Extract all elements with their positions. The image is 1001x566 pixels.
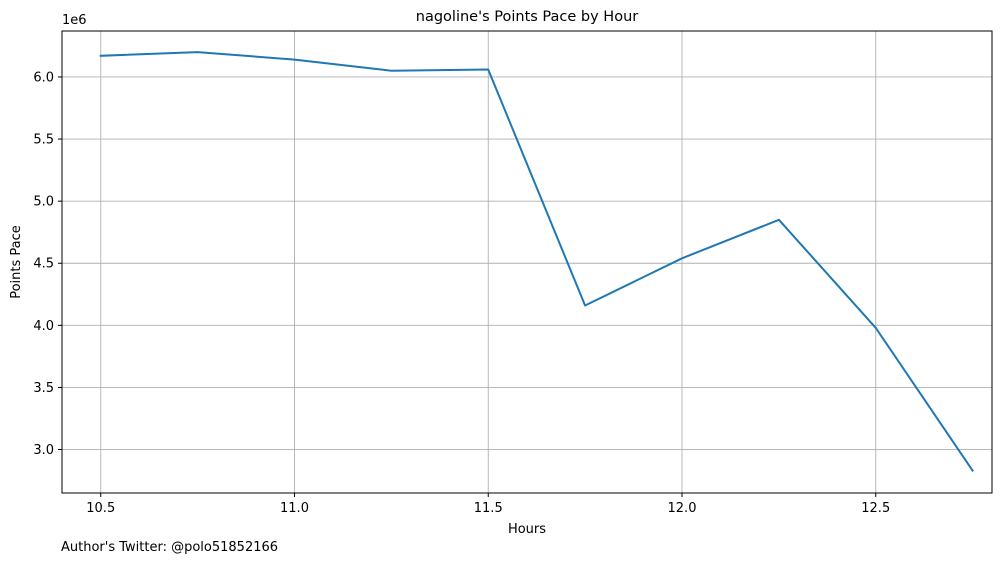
y-axis-ticks: 3.0 3.5 4.0 4.5 5.0 5.5 6.0: [33, 70, 62, 458]
y-tick-label: 5.5: [33, 133, 54, 148]
series-layer: [99, 51, 974, 472]
author-twitter-text: Author's Twitter: @polo51852166: [61, 540, 278, 555]
x-tick-label: 12.0: [668, 501, 697, 516]
chart-title: nagoline's Points Pace by Hour: [416, 9, 638, 25]
y-tick-label: 6.0: [33, 70, 54, 85]
x-tick-label: 12.5: [861, 501, 890, 516]
plot-frame: [61, 30, 993, 494]
y-axis-label: Points Pace: [9, 225, 24, 299]
grid: [62, 31, 992, 493]
y-tick-label: 3.5: [33, 381, 54, 396]
x-tick-label: 10.5: [86, 501, 115, 516]
x-axis-label: Hours: [508, 522, 546, 537]
y-tick-label: 4.0: [33, 319, 54, 334]
x-axis-ticks: 10.5 11.0 11.5 12.0 12.5: [86, 493, 890, 516]
y-tick-label: 4.5: [33, 257, 54, 272]
y-offset-label: 1e6: [62, 13, 87, 28]
x-tick-label: 11.0: [280, 501, 309, 516]
y-tick-label: 5.0: [33, 195, 54, 210]
x-tick-label: 11.5: [474, 501, 503, 516]
series-line: [99, 51, 974, 472]
y-tick-label: 3.0: [33, 443, 54, 458]
